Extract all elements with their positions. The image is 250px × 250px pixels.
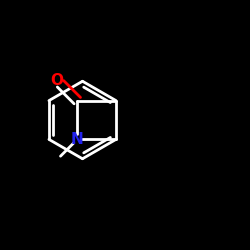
Text: O: O	[50, 73, 64, 88]
Text: N: N	[71, 132, 84, 147]
